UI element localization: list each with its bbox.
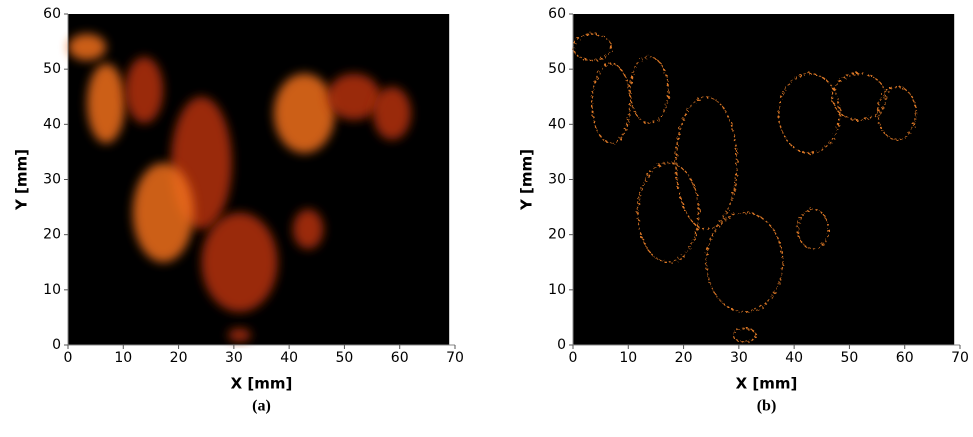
x-tick-label: 10 — [114, 350, 132, 366]
x-tick-label: 70 — [446, 350, 464, 366]
contour — [705, 211, 784, 313]
y-tick-label: 30 — [548, 172, 566, 188]
y-axis-label: Y [mm] — [13, 149, 31, 211]
y-tick-label: 60 — [43, 6, 61, 22]
y-tick-label: 0 — [557, 337, 566, 353]
x-tick-label: 20 — [675, 350, 693, 366]
y-tick-label: 50 — [43, 61, 61, 77]
image-content — [572, 33, 917, 343]
y-tick-label: 60 — [548, 6, 566, 22]
intensity-blob — [125, 57, 164, 124]
y-axis-label: Y [mm] — [518, 149, 536, 211]
intensity-blob — [292, 209, 324, 250]
intensity-blob — [87, 63, 126, 144]
x-tick-label: 60 — [896, 350, 914, 366]
x-tick-label: 30 — [225, 350, 243, 366]
x-tick-label: 20 — [170, 350, 188, 366]
image-background — [573, 14, 955, 345]
intensity-blob — [68, 33, 107, 61]
intensity-blob — [201, 212, 278, 312]
x-tick-label: 50 — [841, 350, 859, 366]
x-tick-label: 50 — [336, 350, 354, 366]
y-tick-label: 20 — [548, 227, 566, 243]
contour — [797, 208, 830, 250]
x-tick-label: 0 — [64, 350, 73, 366]
x-axis-label: X [mm] — [231, 375, 293, 393]
x-tick-label: 60 — [391, 350, 409, 366]
contour — [591, 63, 631, 144]
contour — [637, 162, 700, 263]
image-content — [68, 33, 412, 342]
caption: (a) — [252, 398, 271, 415]
x-tick-label: 40 — [785, 350, 803, 366]
y-tick-label: 40 — [43, 116, 61, 132]
intensity-blob — [372, 86, 412, 140]
contour — [877, 86, 917, 141]
intensity-blob — [273, 73, 335, 154]
y-tick-label: 10 — [548, 282, 566, 298]
x-tick-label: 40 — [280, 350, 298, 366]
contour — [675, 96, 738, 230]
x-tick-label: 30 — [730, 350, 748, 366]
contour — [778, 72, 841, 154]
intensity-blob — [228, 328, 251, 342]
caption: (b) — [757, 398, 777, 415]
intensity-blob — [327, 73, 381, 120]
contour — [732, 327, 757, 343]
x-axis-label: X [mm] — [736, 375, 798, 393]
contour — [629, 56, 669, 124]
x-tick-label: 10 — [619, 350, 637, 366]
y-tick-label: 0 — [52, 337, 61, 353]
x-tick-label: 70 — [951, 350, 969, 366]
y-tick-label: 30 — [43, 172, 61, 188]
intensity-blob — [132, 162, 194, 263]
y-tick-label: 20 — [43, 227, 61, 243]
x-tick-label: 0 — [569, 350, 578, 366]
contour — [831, 72, 887, 121]
y-tick-label: 10 — [43, 282, 61, 298]
y-tick-label: 50 — [548, 61, 566, 77]
y-tick-label: 40 — [548, 116, 566, 132]
